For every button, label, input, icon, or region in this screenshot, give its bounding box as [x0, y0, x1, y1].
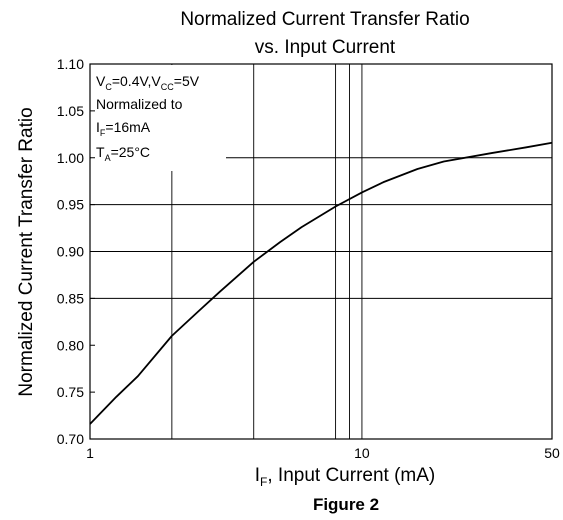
y-tick-label: 0.95 — [57, 197, 84, 213]
annotation-line-1: VC=0.4V,VCC=5V — [96, 73, 200, 92]
y-tick-label: 1.00 — [57, 150, 84, 166]
y-tick-label: 1.05 — [57, 103, 84, 119]
figure-caption: Figure 2 — [313, 495, 379, 514]
x-tick-label: 50 — [544, 445, 560, 461]
chart-title: Normalized Current Transfer Ratio — [180, 9, 469, 30]
y-tick-label: 0.85 — [57, 290, 84, 306]
annotation-line-3: IF=16mA — [96, 119, 151, 138]
y-tick-label: 0.80 — [57, 337, 84, 353]
x-tick-label: 10 — [354, 445, 370, 461]
series-group — [89, 141, 553, 425]
y-tick-label: 1.10 — [57, 56, 84, 72]
y-tick-label: 0.90 — [57, 244, 84, 260]
series-line — [89, 141, 553, 425]
x-tick-label: 1 — [86, 445, 94, 461]
annotation-line-2: Normalized to — [96, 96, 183, 112]
annotation: VC=0.4V,VCC=5V Normalized to IF=16mA TA=… — [96, 73, 200, 163]
chart-subtitle: vs. Input Current — [255, 37, 396, 58]
y-tick-label: 0.70 — [57, 431, 84, 447]
x-tick-labels: 1 10 50 — [86, 445, 560, 461]
x-axis-title: IF, Input Current (mA) — [255, 465, 436, 489]
y-tick-labels: 0.70 0.75 0.80 0.85 0.90 0.95 1.00 1.05 1.10 — [57, 56, 95, 447]
annotation-box — [91, 65, 226, 171]
y-tick-label: 0.75 — [57, 384, 84, 400]
annotation-line-4: TA=25°C — [96, 144, 150, 163]
y-axis-title: Normalized Current Transfer Ratio — [16, 107, 37, 396]
